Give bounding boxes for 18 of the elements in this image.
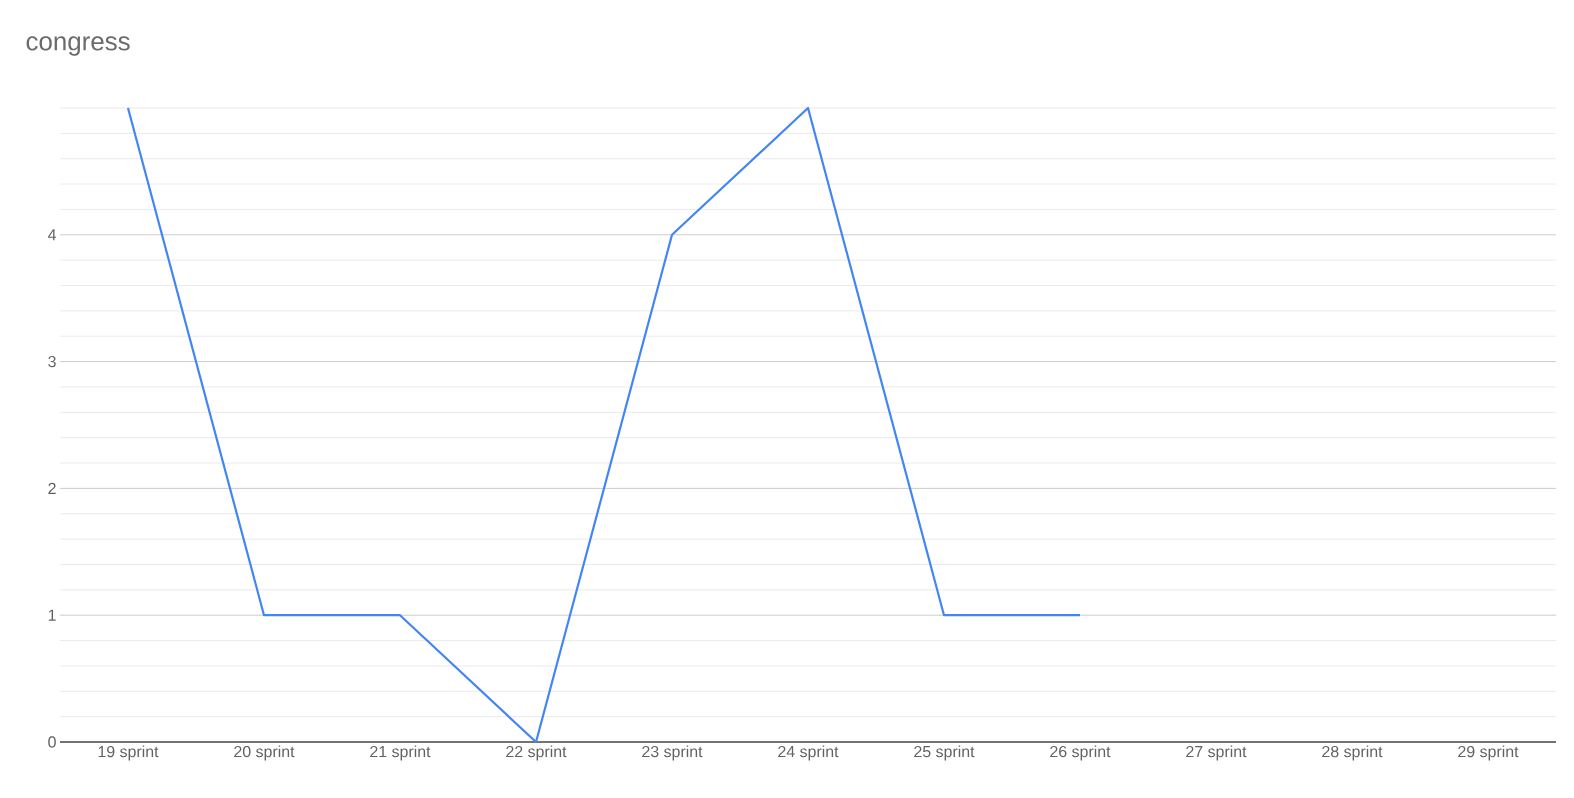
x-tick-label: 24 sprint: [778, 745, 839, 761]
y-tick-label: 0: [48, 736, 56, 748]
line-series: [126, 106, 1082, 744]
y-tick-label: 3: [48, 355, 56, 368]
x-tick-label: 23 sprint: [642, 745, 703, 761]
y-tick-label: 1: [48, 609, 56, 621]
chart-title: congress: [26, 36, 130, 56]
y-tick-label: 2: [48, 482, 56, 494]
x-tick-label: 27 sprint: [1186, 745, 1247, 761]
x-tick-label: 25 sprint: [914, 745, 975, 761]
x-tick-label: 19 sprint: [98, 745, 159, 761]
y-tick-label: 4: [47, 229, 57, 241]
x-tick-label: 20 sprint: [234, 745, 295, 761]
x-tick-label: 28 sprint: [1322, 745, 1383, 761]
x-tick-label: 21 sprint: [370, 745, 431, 761]
x-tick-label: 29 sprint: [1458, 745, 1519, 761]
x-tick-label: 22 sprint: [506, 745, 567, 761]
x-tick-label: 26 sprint: [1050, 745, 1111, 761]
